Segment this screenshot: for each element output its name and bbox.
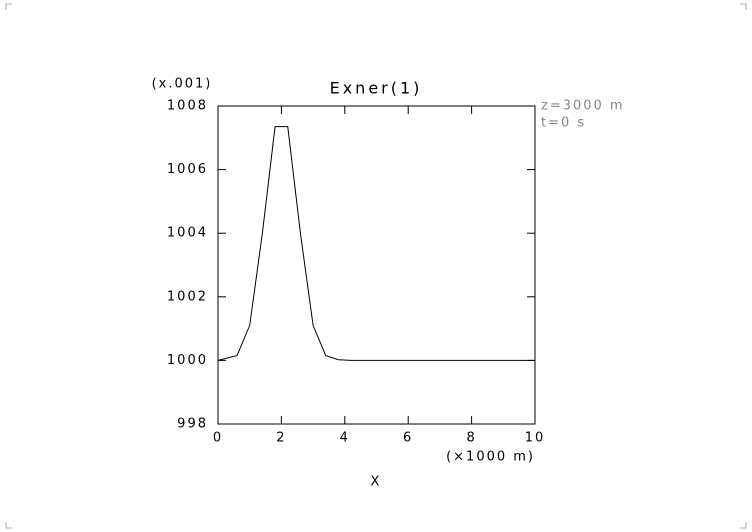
- annotation: t=0 s: [541, 116, 586, 131]
- x-tick-label: 2: [276, 431, 286, 446]
- x-tick-label: 4: [340, 431, 350, 446]
- annotation: z=3000 m: [541, 99, 625, 114]
- page-corners: [5, 3, 747, 529]
- chart-title: Exner(1): [330, 79, 423, 98]
- y-tick-label: 1006: [167, 162, 208, 177]
- y-multiplier: (x.001): [152, 77, 213, 92]
- x-tick-label: 0: [213, 431, 223, 446]
- y-tick-label: 1004: [167, 226, 208, 241]
- plot-frame: [217, 105, 536, 425]
- x-axis-label: X: [371, 475, 382, 490]
- y-tick-label: 1000: [167, 353, 208, 368]
- y-tick-label: 1002: [167, 289, 208, 304]
- y-tick-label: 998: [177, 417, 208, 432]
- x-unit: (×1000 m): [446, 450, 535, 465]
- x-tick-label: 8: [466, 431, 476, 446]
- x-tick-label: 6: [403, 431, 413, 446]
- y-tick-label: 1008: [167, 99, 208, 114]
- x-tick-label: 10: [525, 431, 546, 446]
- data-line: [217, 126, 535, 361]
